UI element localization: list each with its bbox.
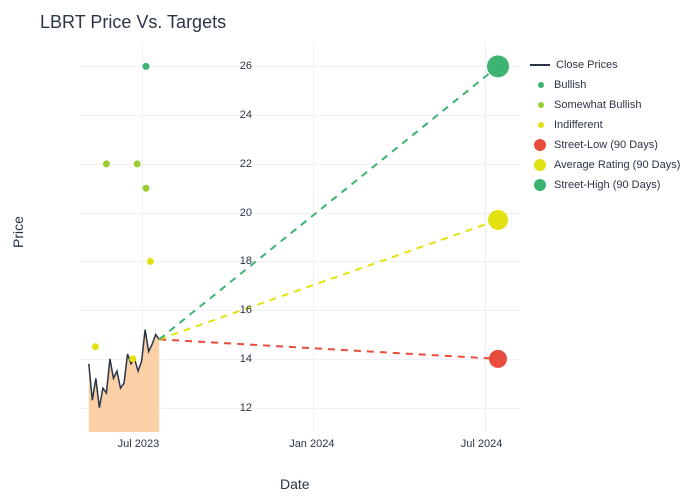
projection-line	[159, 220, 498, 339]
legend-dot-icon	[534, 159, 546, 171]
legend-item: Street-Low (90 Days)	[530, 136, 680, 154]
legend-label: Street-High (90 Days)	[554, 179, 660, 191]
x-tick-label: Jul 2024	[461, 438, 503, 450]
projection-line	[159, 66, 498, 339]
legend-label: Average Rating (90 Days)	[554, 159, 680, 171]
projection-marker	[488, 210, 508, 230]
y-tick-label: 22	[222, 158, 252, 170]
y-axis-label: Price	[10, 216, 26, 248]
scatter-point	[103, 160, 110, 167]
legend-item: Average Rating (90 Days)	[530, 156, 680, 174]
x-tick-label: Jul 2023	[118, 438, 160, 450]
projection-marker	[489, 350, 507, 368]
y-tick-label: 24	[222, 109, 252, 121]
legend-item: Close Prices	[530, 56, 680, 74]
legend-line-icon	[530, 64, 550, 66]
y-tick-label: 26	[222, 60, 252, 72]
x-axis-label: Date	[280, 476, 310, 492]
legend-label: Bullish	[554, 79, 586, 91]
legend-dot-icon	[538, 102, 544, 108]
legend-dot-icon	[538, 82, 544, 88]
legend-item: Indifferent	[530, 116, 680, 134]
legend-dot-icon	[534, 179, 546, 191]
legend-item: Somewhat Bullish	[530, 96, 680, 114]
y-tick-label: 18	[222, 255, 252, 267]
legend-label: Somewhat Bullish	[554, 99, 641, 111]
chart-svg	[80, 42, 520, 432]
y-tick-label: 20	[222, 207, 252, 219]
scatter-point	[134, 160, 141, 167]
legend-dot-icon	[538, 122, 544, 128]
legend-label: Street-Low (90 Days)	[554, 139, 658, 151]
projection-marker	[487, 55, 509, 77]
legend-dot-icon	[534, 139, 546, 151]
scatter-point	[92, 343, 99, 350]
y-tick-label: 14	[222, 353, 252, 365]
scatter-point	[129, 355, 136, 362]
legend-label: Close Prices	[556, 59, 618, 71]
chart-container: LBRT Price Vs. Targets Price Date 12 14 16…	[0, 0, 700, 500]
legend-label: Indifferent	[554, 119, 603, 131]
x-tick-label: Jan 2024	[289, 438, 334, 450]
scatter-point	[147, 258, 154, 265]
y-tick-label: 16	[222, 304, 252, 316]
scatter-point	[143, 185, 150, 192]
legend: Close Prices Bullish Somewhat Bullish Indif…	[530, 56, 680, 196]
y-tick-label: 12	[222, 402, 252, 414]
legend-item: Street-High (90 Days)	[530, 176, 680, 194]
projection-line	[159, 339, 498, 359]
scatter-point	[143, 63, 150, 70]
plot-area	[80, 42, 520, 432]
legend-item: Bullish	[530, 76, 680, 94]
chart-title: LBRT Price Vs. Targets	[40, 12, 226, 33]
